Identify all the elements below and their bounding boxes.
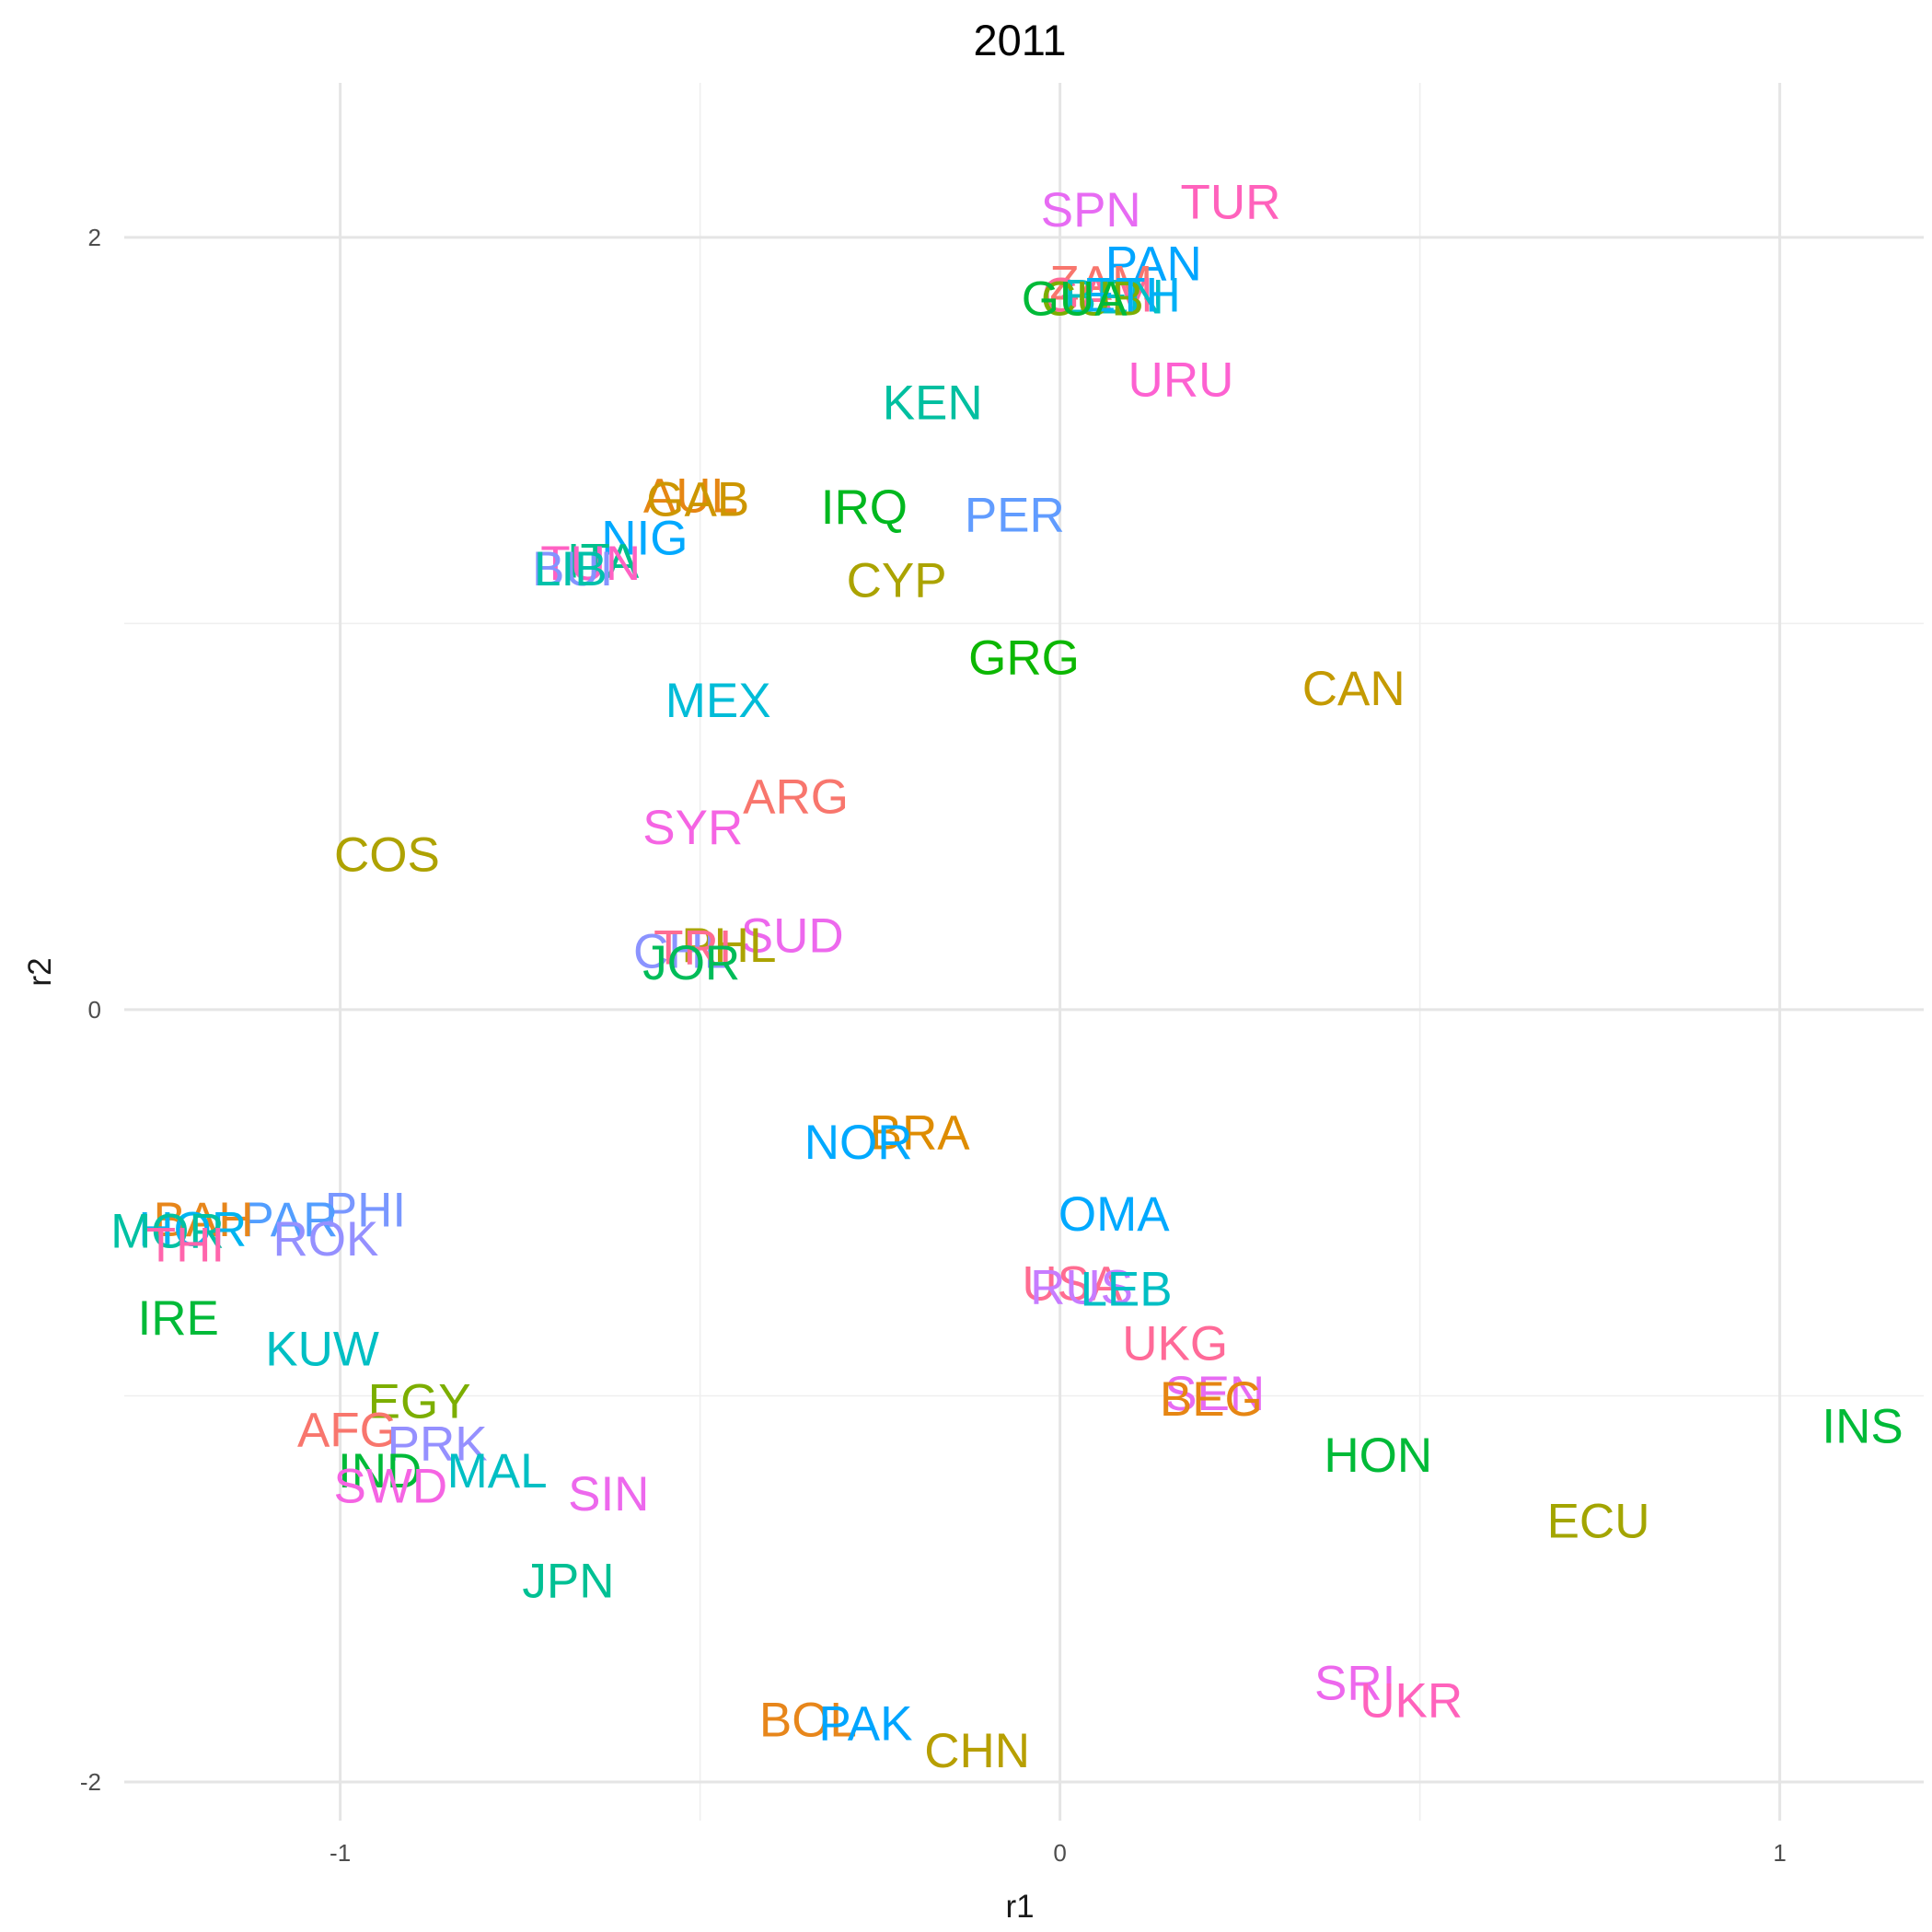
point-label-irq: IRQ [821,480,908,535]
point-label-jpn: JPN [522,1554,614,1608]
point-label-egy: EGY [368,1374,471,1429]
point-label-tun: TUN [540,537,641,591]
point-label-afg: AFG [297,1404,398,1458]
point-label-ita: ITA [567,535,640,589]
point-label-can: CAN [1302,662,1406,716]
point-label-phl: PHL [681,919,776,973]
x-axis-title: r1 [1005,1889,1034,1925]
y-axis-title: r2 [22,957,58,986]
point-label-tri: TRI [654,920,732,975]
point-label-bra: BRA [870,1106,971,1161]
point-label-lib: LIB [534,542,607,596]
point-label-rok: ROK [273,1212,379,1267]
point-label-par: PAR [241,1193,338,1247]
point-label-ire: IRE [137,1291,218,1346]
point-label-tur: TUR [1180,176,1280,230]
point-label-ben: BEN [1064,270,1164,324]
point-label-sin: SIN [568,1467,649,1521]
point-label-ukg: UKG [1122,1316,1228,1371]
point-label-thi: THI [146,1218,225,1272]
point-label-gab: GAB [646,473,749,527]
point-label-usa: USA [1022,1256,1123,1311]
point-label-phi: PHI [325,1184,406,1238]
point-label-leb: LEB [1080,1263,1172,1317]
point-label-hor: HOR [138,1203,247,1257]
point-label-prk: PRK [388,1417,488,1471]
point-label-ins: INS [1822,1400,1903,1454]
point-label-cyp: CYP [847,554,947,608]
point-label-bol: BOL [759,1693,857,1747]
point-label-jor: JOR [642,936,740,990]
point-label-hon: HON [1324,1429,1432,1483]
point-label-gam: GAM [1042,268,1153,322]
point-label-pak: PAK [818,1697,912,1752]
x-tick-label: 1 [1773,1839,1786,1867]
point-label-ken: KEN [883,376,983,431]
y-tick-label: -2 [80,1768,101,1796]
point-label-per: PER [965,488,1065,542]
point-label-mex: MEX [665,674,771,728]
x-tick-label: 0 [1053,1839,1066,1867]
point-label-cub: CUB [1041,272,1144,326]
point-label-aul: AUL [643,469,738,523]
point-label-ukr: UKR [1359,1673,1463,1728]
grid-major-lines [124,83,1924,1821]
point-label-pan: PAN [1105,237,1202,292]
y-tick-label: 2 [88,224,101,251]
point-label-ind: IND [338,1444,422,1498]
point-label-zam: ZAM [1049,257,1152,311]
chart-title: 2011 [973,16,1066,64]
point-label-rus: RUS [1030,1261,1133,1315]
point-label-beg: BEG [1160,1372,1263,1427]
point-label-eth: ETH [1083,268,1181,322]
y-tick-label: 0 [88,996,101,1024]
point-label-bui: BUI [532,542,613,596]
point-label-sud: SUD [741,909,844,964]
point-label-bah: BAH [154,1193,254,1247]
point-label-kuw: KUW [265,1323,379,1377]
grid-minor-lines [124,83,1924,1821]
point-label-ecu: ECU [1547,1494,1650,1548]
point-label-arg: ARG [743,770,849,825]
point-label-chl: CHL [633,925,731,979]
point-label-uru: URU [1128,353,1234,408]
x-tick-label: -1 [330,1839,351,1867]
point-label-sen: SEN [1164,1367,1265,1421]
y-axis-ticks: -2 0 2 [80,224,101,1796]
point-label-gua: GUA [1022,272,1128,326]
point-label-mal: MAL [447,1444,548,1498]
point-label-sri: SRI [1314,1657,1395,1711]
point-label-spn: SPN [1041,183,1141,237]
point-label-mor: MOR [110,1205,225,1259]
point-label-nor: NOR [804,1116,913,1170]
point-label-swd: SWD [334,1460,448,1514]
x-axis-ticks: -1 0 1 [330,1839,1787,1867]
point-label-grg: GRG [968,631,1080,686]
point-label-nig: NIG [601,512,688,566]
point-label-chn: CHN [924,1724,1030,1778]
point-label-syr: SYR [642,801,743,855]
point-label-oma: OMA [1059,1187,1170,1242]
point-label-cos: COS [334,828,440,883]
